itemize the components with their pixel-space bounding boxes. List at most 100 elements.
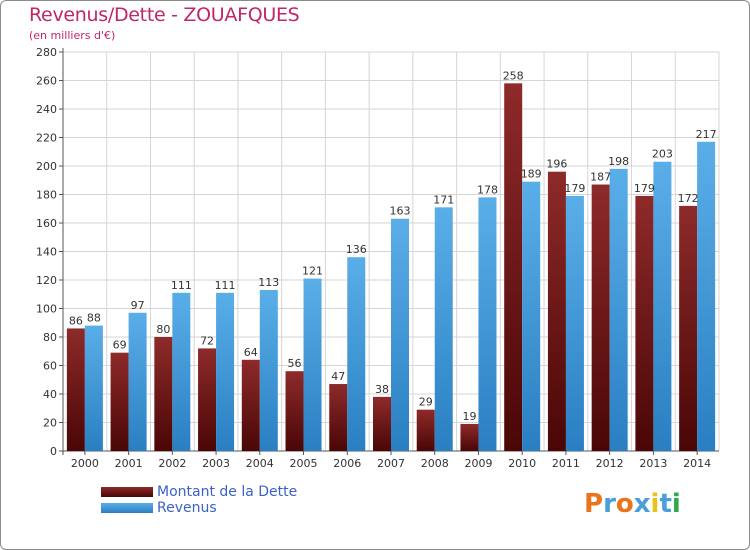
data-label-debt: 72	[200, 334, 214, 347]
bar-revenus	[697, 141, 716, 451]
data-label-revenus: 88	[87, 312, 101, 325]
data-label-debt: 38	[375, 383, 389, 396]
data-label-debt: 196	[546, 158, 567, 171]
bar-revenus	[522, 181, 541, 452]
x-tick-label: 2004	[246, 457, 274, 470]
y-tick-label: 220	[36, 132, 57, 145]
y-tick-label: 160	[36, 217, 57, 230]
data-label-debt: 80	[156, 323, 170, 336]
logo-letter: i	[671, 489, 681, 519]
data-label-revenus: 203	[652, 148, 673, 161]
x-tick-label: 2001	[115, 457, 143, 470]
data-label-debt: 29	[419, 396, 433, 409]
y-tick-label: 120	[36, 274, 57, 287]
bar-debt	[635, 195, 654, 451]
chart-subtitle: (en milliers d'€)	[29, 29, 116, 42]
bar-debt	[416, 409, 435, 451]
logo-letter: x	[633, 489, 651, 519]
bar-revenus	[434, 207, 453, 451]
logo-letter: i	[650, 489, 660, 519]
bar-debt	[373, 396, 391, 451]
data-label-revenus: 198	[608, 155, 629, 168]
data-label-revenus: 178	[477, 183, 498, 196]
bar-debt	[285, 371, 304, 451]
bar-debt	[198, 348, 217, 451]
bar-revenus	[347, 257, 366, 451]
y-tick-label: 20	[43, 417, 57, 430]
legend-label-debt: Montant de la Dette	[157, 484, 298, 500]
bar-revenus	[609, 168, 628, 451]
legend-swatch-revenus	[101, 503, 153, 513]
x-tick-label: 2000	[71, 457, 99, 470]
x-tick-label: 2010	[508, 457, 536, 470]
data-label-revenus: 121	[302, 265, 323, 278]
legend-label-revenus: Revenus	[157, 500, 217, 516]
bar-revenus	[565, 195, 584, 451]
bar-debt	[679, 205, 698, 451]
y-tick-label: 140	[36, 246, 57, 259]
data-label-debt: 258	[503, 69, 524, 82]
bar-revenus	[172, 292, 191, 451]
data-label-debt: 86	[69, 314, 83, 327]
y-tick-label: 180	[36, 189, 57, 202]
data-label-revenus: 163	[390, 205, 411, 218]
data-label-revenus: 189	[521, 168, 542, 181]
bar-revenus	[128, 312, 147, 451]
x-tick-label: 2008	[421, 457, 449, 470]
bars	[66, 83, 716, 452]
bar-revenus	[84, 325, 103, 451]
x-tick-label: 2009	[464, 457, 492, 470]
x-tick-label: 2003	[202, 457, 230, 470]
y-tick-label: 80	[43, 331, 57, 344]
data-label-revenus: 217	[696, 128, 717, 141]
data-label-debt: 19	[462, 410, 476, 423]
chart-title: Revenus/Dette - ZOUAFQUES	[29, 4, 300, 26]
data-label-debt: 179	[634, 182, 655, 195]
bar-debt	[66, 328, 85, 451]
y-tick-label: 260	[36, 75, 57, 88]
y-tick-label: 40	[43, 388, 57, 401]
data-label-revenus: 111	[171, 279, 192, 292]
data-labels: 86 88 69 97 80 111 72 111 64 113 56 121 47 136 38 163 29…	[69, 69, 717, 423]
y-tick-label: 60	[43, 360, 57, 373]
data-label-revenus: 113	[258, 276, 279, 289]
x-tick-label: 2005	[290, 457, 318, 470]
bar-debt	[591, 184, 610, 451]
data-label-debt: 172	[678, 192, 699, 205]
y-tick-label: 240	[36, 103, 57, 116]
x-tick-label: 2014	[683, 457, 711, 470]
bar-revenus	[303, 278, 322, 451]
x-tick-label: 2007	[377, 457, 405, 470]
bar-debt	[154, 337, 173, 451]
data-label-debt: 47	[331, 370, 345, 383]
data-label-revenus: 97	[131, 299, 145, 312]
legend-swatch-debt	[101, 487, 153, 497]
logo-letter: r	[603, 489, 616, 519]
bar-revenus	[478, 197, 497, 451]
y-tick-label: 200	[36, 160, 57, 173]
x-tick-label: 2012	[596, 457, 624, 470]
x-tick-label: 2006	[333, 457, 361, 470]
x-tick-label: 2002	[158, 457, 186, 470]
bar-debt	[547, 171, 566, 451]
x-tick-label: 2011	[552, 457, 580, 470]
y-tick-label: 0	[50, 445, 57, 458]
data-label-debt: 64	[244, 346, 258, 359]
data-label-revenus: 111	[215, 279, 236, 292]
data-label-revenus: 136	[346, 243, 367, 256]
data-label-debt: 69	[113, 339, 127, 352]
logo-letter: P	[584, 489, 604, 519]
data-label-debt: 187	[590, 171, 611, 184]
bar-revenus	[216, 292, 235, 451]
data-label-revenus: 179	[564, 182, 585, 195]
bar-debt	[110, 352, 129, 451]
data-label-revenus: 171	[433, 193, 454, 206]
bar-revenus	[391, 218, 409, 451]
bar-revenus	[653, 161, 672, 451]
x-tick-label: 2013	[639, 457, 667, 470]
y-tick-label: 280	[36, 46, 57, 59]
logo-letter: t	[659, 489, 672, 519]
bar-revenus	[259, 289, 278, 451]
